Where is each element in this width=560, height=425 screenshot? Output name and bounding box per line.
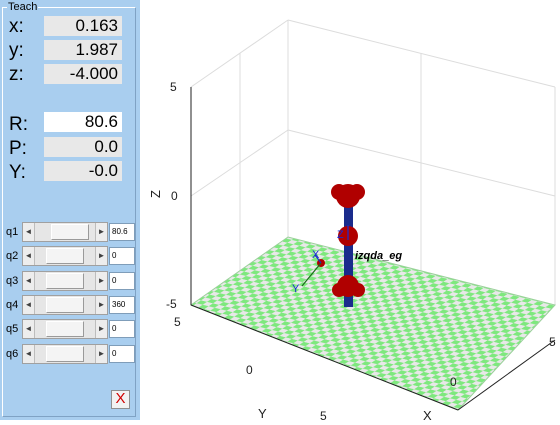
joint-value-q1[interactable]: 80.6 xyxy=(109,223,135,241)
joint-slider-q5[interactable]: ◄ ► xyxy=(22,319,108,339)
chevron-left-icon[interactable]: ◄ xyxy=(23,247,35,265)
teach-frame xyxy=(2,7,136,417)
slider-thumb[interactable] xyxy=(46,297,84,313)
y-axis-label: Y xyxy=(258,406,267,420)
chevron-right-icon[interactable]: ► xyxy=(95,296,107,314)
y-tick-0: 0 xyxy=(246,363,253,377)
z-tick-0: 0 xyxy=(171,189,178,203)
slider-thumb[interactable] xyxy=(51,224,89,240)
z-label: z: xyxy=(9,64,24,85)
joint-sphere-7 xyxy=(351,283,365,297)
slider-thumb[interactable] xyxy=(46,248,84,264)
robot-name-label: izqda_eg xyxy=(355,250,402,262)
robot-3d-axes[interactable]: 5 0 -5 Z 5 0 5 Y 5 0 X xyxy=(140,0,560,423)
frame-y-arrow xyxy=(301,262,322,287)
joint-sphere-3 xyxy=(349,184,365,200)
teach-panel: Teach x: 0.163 y: 1.987 z: -4.000 R: 80.… xyxy=(0,0,140,420)
chevron-right-icon[interactable]: ► xyxy=(95,272,107,290)
chevron-left-icon[interactable]: ◄ xyxy=(23,272,35,290)
y-value: 1.987 xyxy=(44,40,122,60)
joint-label-q3: q3 xyxy=(6,275,19,287)
chevron-right-icon[interactable]: ► xyxy=(95,320,107,338)
joint-label-q1: q1 xyxy=(6,226,19,238)
chevron-left-icon[interactable]: ◄ xyxy=(23,296,35,314)
yaw-value: -0.0 xyxy=(44,161,122,181)
chevron-right-icon[interactable]: ► xyxy=(95,223,107,241)
chevron-right-icon[interactable]: ► xyxy=(95,345,107,363)
robot-model[interactable]: X Y Z izqda_eg xyxy=(292,184,402,307)
y-label: y: xyxy=(9,40,24,61)
chevron-left-icon[interactable]: ◄ xyxy=(23,320,35,338)
frame-z-label: Z xyxy=(337,229,344,241)
joint-value-q2[interactable]: 0 xyxy=(109,247,135,265)
joint-slider-q3[interactable]: ◄ ► xyxy=(22,271,108,291)
joint-value-q3[interactable]: 0 xyxy=(109,272,135,290)
chevron-right-icon[interactable]: ► xyxy=(95,247,107,265)
x-axis-label: X xyxy=(423,408,432,420)
robot-link xyxy=(344,195,353,307)
z-axis-label: Z xyxy=(148,190,163,198)
x-tick-0: 0 xyxy=(450,375,457,389)
chevron-left-icon[interactable]: ◄ xyxy=(23,223,35,241)
joint-sphere-6 xyxy=(332,283,346,297)
x-tick-5: 5 xyxy=(549,335,556,349)
axis-lines xyxy=(190,87,556,411)
joint-value-q4[interactable]: 360 xyxy=(109,296,135,314)
joint-value-q6[interactable]: 0 xyxy=(109,345,135,363)
checker-floor xyxy=(189,236,556,411)
joint-label-q5: q5 xyxy=(6,323,19,335)
frame-x-arrow xyxy=(314,254,322,264)
slider-thumb[interactable] xyxy=(46,273,84,289)
joint-label-q2: q2 xyxy=(6,250,19,262)
joint-slider-q6[interactable]: ◄ ► xyxy=(22,344,108,364)
yaw-label: Y: xyxy=(9,162,26,183)
close-icon: X xyxy=(115,390,126,407)
joint-sphere-2 xyxy=(331,184,347,200)
z-value: -4.000 xyxy=(44,64,122,84)
frame-x-label: X xyxy=(312,249,320,261)
pitch-label: P: xyxy=(9,138,27,159)
slider-thumb[interactable] xyxy=(46,346,84,362)
pitch-value: 0.0 xyxy=(44,137,122,157)
joint-value-q5[interactable]: 0 xyxy=(109,320,135,338)
joint-slider-q2[interactable]: ◄ ► xyxy=(22,246,108,266)
z-tick-neg5: -5 xyxy=(166,297,177,311)
plot-svg[interactable]: 5 0 -5 Z 5 0 5 Y 5 0 X xyxy=(140,0,560,423)
close-button[interactable]: X xyxy=(111,390,130,409)
z-tick-5: 5 xyxy=(170,80,177,94)
joint-slider-q1[interactable]: ◄ ► xyxy=(22,222,108,242)
roll-label: R: xyxy=(9,114,28,135)
x-value: 0.163 xyxy=(44,16,122,36)
slider-thumb[interactable] xyxy=(46,321,84,337)
y-tick-5b: 5 xyxy=(320,409,327,420)
joint-label-q6: q6 xyxy=(6,348,19,360)
y-tick-5a: 5 xyxy=(174,315,181,329)
roll-value: 80.6 xyxy=(44,112,122,132)
joint-label-q4: q4 xyxy=(6,299,19,311)
panel-title: Teach xyxy=(7,1,39,13)
frame-y-label: Y xyxy=(292,283,300,295)
x-label: x: xyxy=(9,16,24,37)
chevron-left-icon[interactable]: ◄ xyxy=(23,345,35,363)
joint-slider-q4[interactable]: ◄ ► xyxy=(22,295,108,315)
